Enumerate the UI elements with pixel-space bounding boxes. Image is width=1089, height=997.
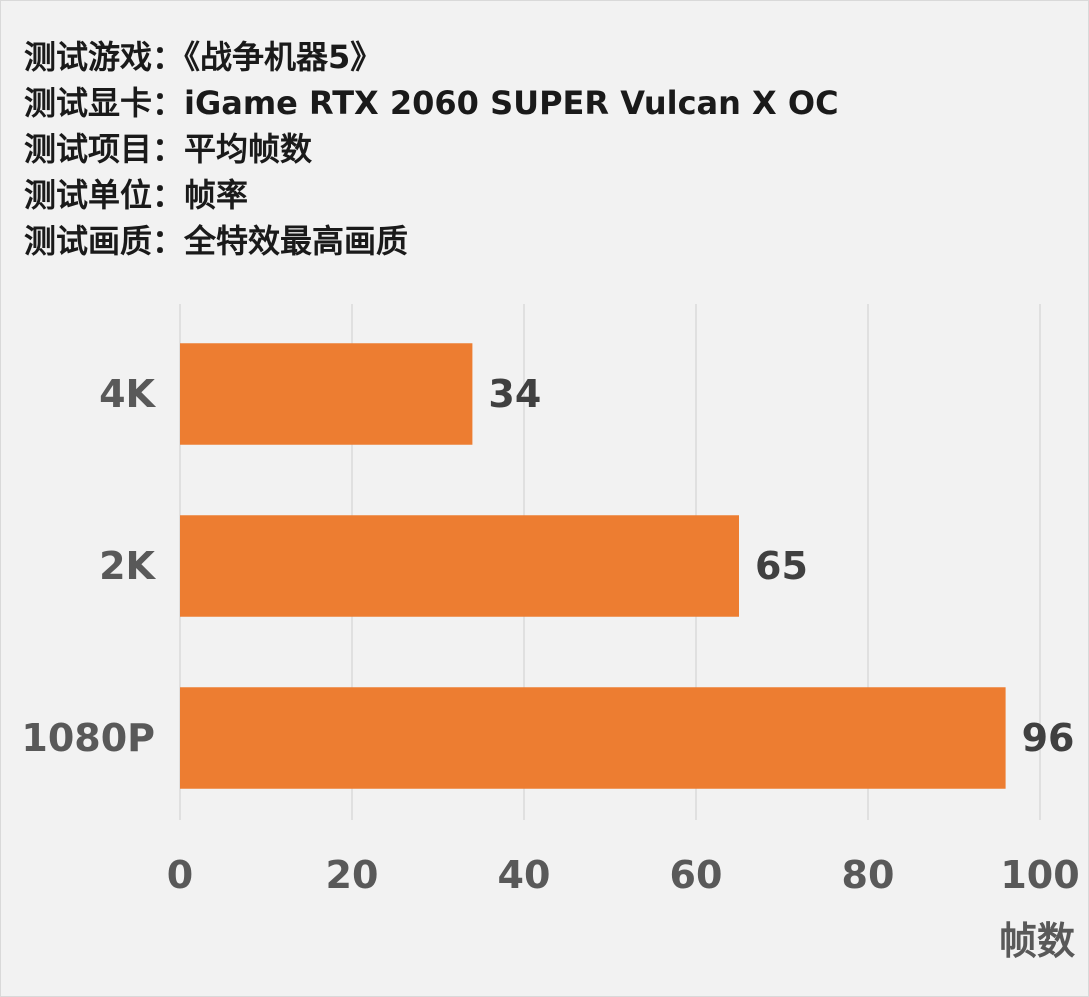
bar-1080P — [180, 687, 1006, 789]
bars — [180, 343, 1006, 789]
data-label: 34 — [488, 372, 541, 416]
x-tick-label: 60 — [670, 853, 723, 897]
x-tick-label: 20 — [326, 853, 379, 897]
data-label: 65 — [755, 544, 808, 588]
x-axis-title: 帧数 — [999, 919, 1075, 963]
info-gpu: 测试显卡：iGame RTX 2060 SUPER Vulcan X OC — [24, 84, 839, 122]
x-tick-label: 40 — [498, 853, 551, 897]
category-label: 4K — [99, 372, 156, 416]
category-label: 2K — [99, 544, 156, 588]
x-tick-labels: 0 20 40 60 80 100 — [167, 853, 1080, 897]
info-item: 测试项目：平均帧数 — [24, 130, 313, 168]
bar-4K — [180, 343, 473, 445]
category-label: 1080P — [21, 716, 155, 760]
info-game: 测试游戏：《战争机器5》 — [24, 38, 383, 76]
info-unit: 测试单位：帧率 — [24, 176, 249, 214]
info-quality: 测试画质：全特效最高画质 — [24, 222, 409, 260]
x-tick-label: 100 — [1000, 853, 1079, 897]
x-tick-label: 0 — [167, 853, 193, 897]
test-info: 测试游戏：《战争机器5》 测试显卡：iGame RTX 2060 SUPER V… — [24, 34, 839, 264]
x-tick-label: 80 — [842, 853, 895, 897]
data-labels: 34 65 96 — [488, 372, 1074, 760]
bar-2K — [180, 515, 739, 617]
category-labels: 4K 2K 1080P — [21, 372, 156, 760]
data-label: 96 — [1022, 716, 1075, 760]
